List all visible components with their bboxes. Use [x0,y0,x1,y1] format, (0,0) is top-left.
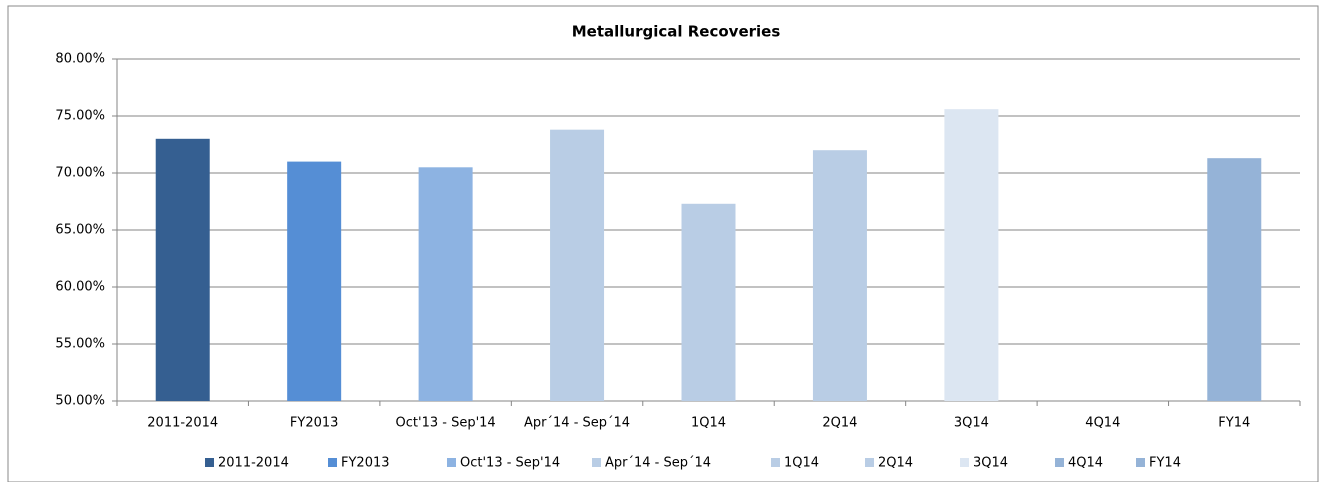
x-tick-label: FY2013 [290,416,339,431]
legend-label: 2Q14 [878,456,913,471]
bar [550,129,605,401]
x-tick-label: Oct'13 - Sep'14 [396,416,496,431]
legend-label: FY2013 [341,456,390,471]
legend-label: 2011-2014 [218,456,289,471]
y-tick-label: 70.00% [55,166,105,181]
y-tick-label: 80.00% [55,52,105,67]
bar [287,161,342,401]
x-tick-label: 3Q14 [954,416,989,431]
legend-swatch [592,458,601,467]
y-tick-label: 75.00% [55,109,105,124]
y-tick-label: 55.00% [55,337,105,352]
legend-label: FY14 [1149,456,1181,471]
x-tick-label: 2011-2014 [147,416,218,431]
legend-swatch [447,458,456,467]
x-tick-label: Apr´14 - Sep´14 [524,416,630,431]
chart-frame [7,5,1319,482]
legend-swatch [865,458,874,467]
bar [155,138,210,402]
legend-swatch [960,458,969,467]
bar [812,150,867,401]
x-tick-label: FY14 [1218,416,1250,431]
y-tick-label: 50.00% [55,394,105,409]
legend-label: 3Q14 [973,456,1008,471]
bar [681,203,736,401]
y-tick-label: 65.00% [55,223,105,238]
x-tick-label: 1Q14 [691,416,726,431]
legend-swatch [1055,458,1064,467]
legend-label: Oct'13 - Sep'14 [460,456,560,471]
bar [418,167,473,401]
legend-label: 1Q14 [784,456,819,471]
legend-swatch [328,458,337,467]
y-tick-label: 60.00% [55,280,105,295]
bar [1207,158,1262,401]
legend-label: 4Q14 [1068,456,1103,471]
legend-swatch [771,458,780,467]
chart-title: Metallurgical Recoveries [572,23,781,41]
x-tick-label: 4Q14 [1085,416,1120,431]
bar [944,109,999,401]
legend-swatch [1136,458,1145,467]
x-tick-label: 2Q14 [822,416,857,431]
legend-label: Apr´14 - Sep´14 [605,456,711,471]
legend-swatch [205,458,214,467]
